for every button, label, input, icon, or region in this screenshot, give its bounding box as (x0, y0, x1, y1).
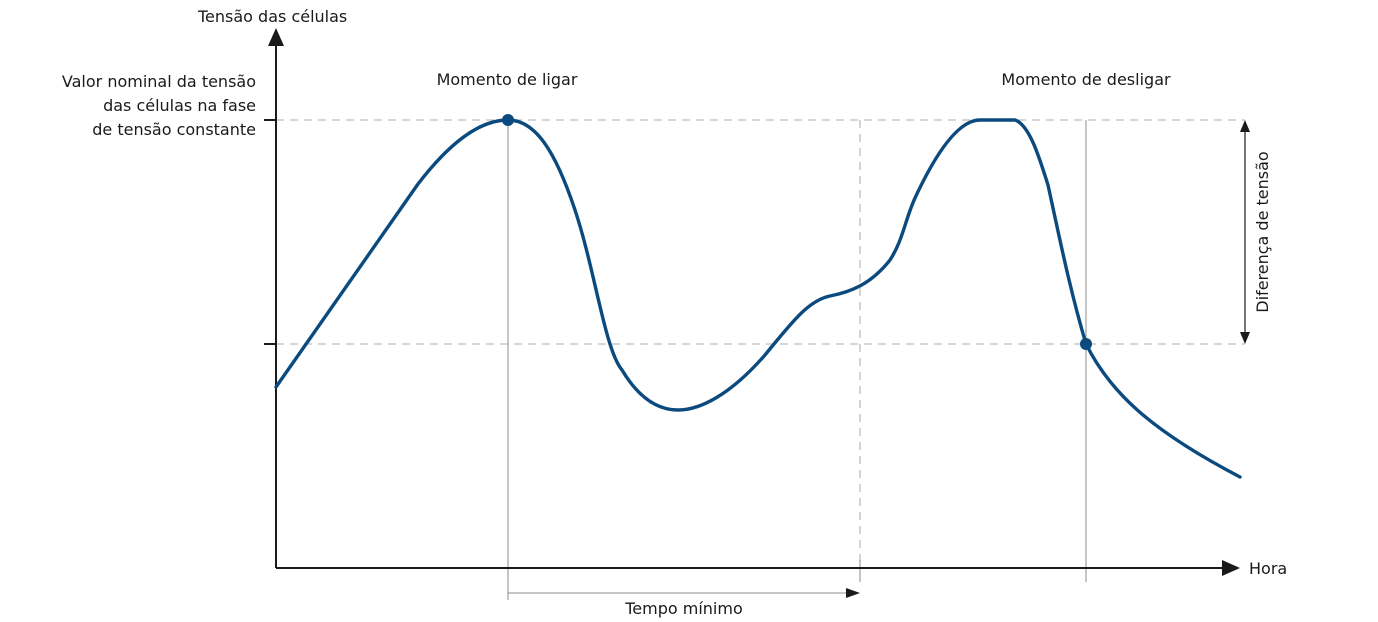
y-axis-arrow-icon (268, 28, 284, 46)
voltage-difference-label: Diferença de tensão (1253, 151, 1272, 312)
voltage-difference-arrow-top-icon (1240, 120, 1250, 132)
switch-on-point (502, 114, 514, 126)
x-axis-arrow-icon (1222, 560, 1240, 576)
nominal-voltage-label-line1: Valor nominal da tensão (62, 72, 256, 91)
switch-on-label: Momento de ligar (437, 70, 578, 89)
switch-off-point (1080, 338, 1092, 350)
min-time-arrow-head-icon (846, 588, 860, 598)
nominal-voltage-label-line3: de tensão constante (92, 120, 256, 139)
x-axis-label: Hora (1249, 559, 1287, 578)
switch-off-label: Momento de desligar (1001, 70, 1171, 89)
cell-voltage-curve (274, 118, 1242, 479)
voltage-difference-arrow-bottom-icon (1240, 332, 1250, 344)
nominal-voltage-label-line2: das células na fase (103, 96, 256, 115)
min-time-label: Tempo mínimo (624, 599, 743, 618)
y-axis-label: Tensão das células (197, 7, 347, 26)
